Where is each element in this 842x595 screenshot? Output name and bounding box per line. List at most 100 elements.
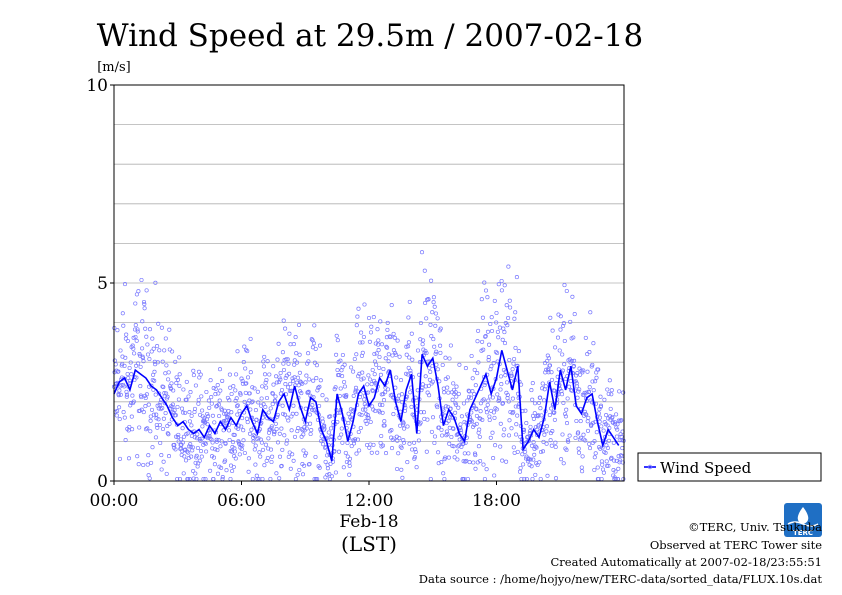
scatter-point (342, 379, 347, 385)
scatter-point (505, 392, 510, 398)
scatter-point (587, 350, 592, 355)
scatter-point (555, 335, 561, 340)
scatter-point (306, 462, 311, 467)
scatter-point (253, 443, 258, 448)
scatter-point (540, 381, 545, 386)
scatter-point (117, 405, 122, 410)
scatter-point (289, 428, 294, 433)
scatter-point (381, 398, 387, 403)
scatter-point (473, 383, 478, 388)
scatter-point (241, 438, 246, 443)
scatter-point (585, 428, 591, 433)
scatter-point (151, 412, 156, 417)
scatter-point (383, 390, 388, 395)
scatter-point (511, 445, 516, 450)
scatter-point (605, 387, 610, 392)
scatter-point (214, 437, 219, 442)
scatter-point (375, 450, 380, 455)
scatter-point (218, 444, 223, 449)
scatter-point (301, 432, 306, 437)
scatter-point (234, 396, 239, 401)
scatter-point (308, 431, 313, 437)
scatter-point (328, 426, 334, 431)
scatter-point (169, 381, 174, 386)
scatter-point (215, 383, 220, 388)
scatter-point (260, 384, 265, 389)
scatter-point (518, 465, 523, 471)
scatter-point (343, 450, 348, 455)
scatter-point (280, 403, 285, 408)
scatter-point (307, 377, 312, 382)
scatter-point (466, 388, 471, 393)
scatter-point (511, 410, 516, 415)
scatter-point (497, 395, 502, 401)
scatter-point (216, 391, 221, 396)
scatter-point (149, 349, 154, 354)
scatter-point (138, 364, 143, 369)
scatter-point (336, 449, 342, 454)
scatter-point (357, 448, 362, 453)
scatter-point (507, 357, 512, 363)
scatter-point (180, 449, 185, 454)
scatter-point (453, 402, 459, 407)
scatter-point (583, 438, 588, 443)
scatter-point (360, 350, 365, 355)
scatter-point (514, 422, 519, 427)
scatter-point (493, 443, 498, 448)
scatter-point (350, 408, 355, 413)
scatter-point (587, 446, 593, 451)
scatter-point (247, 431, 253, 436)
scatter-point (268, 406, 273, 411)
scatter-point (356, 374, 361, 379)
scatter-point (133, 301, 138, 306)
scatter-point (136, 462, 141, 467)
scatter-point (128, 403, 133, 408)
scatter-point (538, 406, 543, 411)
scatter-point (304, 373, 309, 378)
scatter-point (281, 361, 286, 366)
scatter-point (482, 280, 487, 285)
scatter-point (369, 450, 374, 455)
scatter-point (259, 440, 264, 445)
scatter-point (253, 462, 258, 467)
scatter-point (302, 463, 307, 468)
scatter-point (582, 390, 587, 395)
scatter-point (594, 430, 599, 435)
scatter-point (494, 407, 499, 412)
scatter-point (320, 419, 325, 424)
scatter-point (393, 352, 398, 357)
scatter-point (189, 423, 194, 428)
scatter-point (402, 426, 407, 431)
scatter-point (233, 398, 238, 403)
scatter-point (278, 370, 283, 376)
scatter-point (453, 410, 458, 415)
scatter-point (618, 453, 623, 458)
scatter-point (160, 426, 166, 432)
scatter-point (282, 433, 287, 438)
scatter-point (357, 412, 362, 417)
scatter-point (490, 395, 495, 400)
scatter-point (249, 427, 254, 432)
scatter-point (342, 384, 347, 389)
scatter-point (145, 352, 151, 357)
scatter-point (315, 388, 320, 393)
scatter-point (444, 404, 449, 409)
scatter-point (264, 385, 269, 390)
scatter-point (240, 443, 245, 448)
scatter-point (370, 388, 375, 393)
scatter-point (141, 410, 146, 415)
scatter-point (404, 352, 409, 357)
scatter-point (536, 423, 541, 428)
scatter-point (528, 428, 533, 434)
scatter-point (354, 451, 359, 456)
scatter-point (395, 438, 400, 443)
scatter-point (364, 421, 369, 426)
scatter-point (563, 411, 568, 417)
scatter-point (383, 451, 389, 456)
scatter-point (494, 310, 499, 316)
scatter-point (117, 388, 122, 393)
scatter-point (382, 423, 387, 428)
scatter-point (548, 315, 553, 320)
scatter-point (147, 327, 153, 332)
scatter-point (528, 457, 533, 462)
